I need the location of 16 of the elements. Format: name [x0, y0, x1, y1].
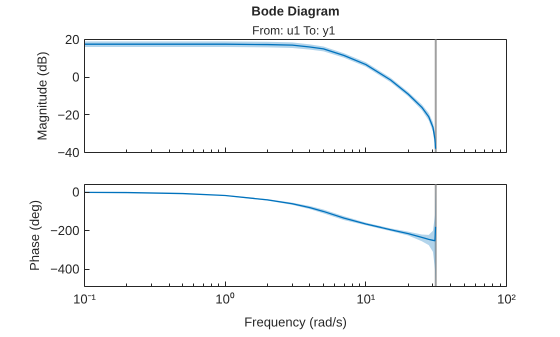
- x-tick-label: 10²: [497, 292, 517, 306]
- y-axis-title: Phase (deg): [27, 200, 42, 271]
- x-tick-label: 10⁰: [215, 292, 235, 306]
- y-tick-label: 0: [72, 70, 80, 85]
- x-tick-label: 10¹: [356, 292, 376, 306]
- y-tick-label: −40: [57, 145, 80, 160]
- y-tick-label: −20: [57, 107, 80, 122]
- chart-subtitle: From: u1 To: y1: [252, 24, 336, 38]
- y-axis-title: Magnitude (dB): [34, 52, 50, 140]
- x-axis-title: Frequency (rad/s): [244, 314, 347, 330]
- chart-title: Bode Diagram: [251, 4, 340, 18]
- y-tick-label: −200: [50, 223, 80, 238]
- x-tick-label: 10⁻¹: [73, 292, 97, 306]
- y-tick-label: 0: [72, 184, 80, 200]
- y-tick-label: −400: [50, 262, 80, 277]
- y-tick-label: 20: [65, 32, 80, 47]
